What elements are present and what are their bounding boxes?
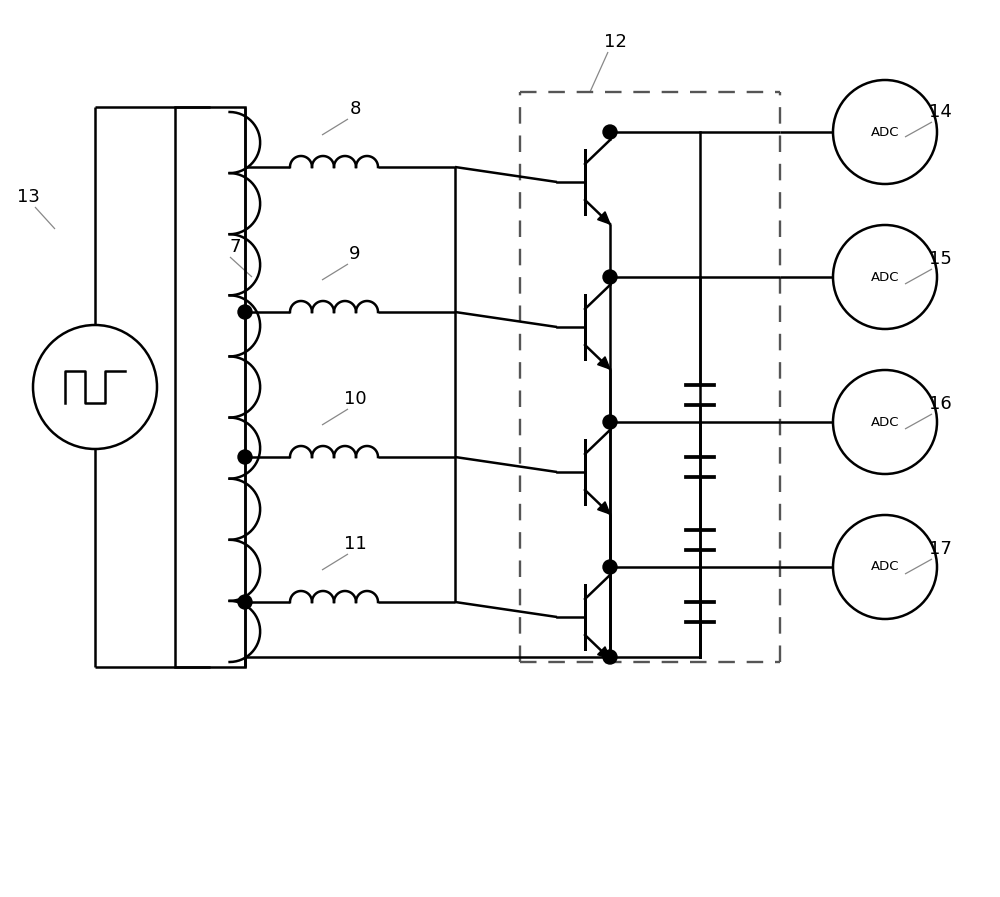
Polygon shape — [598, 647, 610, 659]
Circle shape — [238, 305, 252, 319]
Text: ADC: ADC — [871, 126, 899, 138]
Text: 7: 7 — [229, 238, 241, 256]
Polygon shape — [598, 501, 610, 514]
Circle shape — [603, 415, 617, 429]
Circle shape — [603, 270, 617, 284]
Text: 13: 13 — [17, 188, 39, 206]
Circle shape — [238, 450, 252, 464]
Circle shape — [238, 595, 252, 609]
Text: 12: 12 — [604, 33, 626, 51]
Polygon shape — [598, 357, 610, 369]
Text: 9: 9 — [349, 245, 361, 263]
Circle shape — [603, 125, 617, 139]
Bar — [175, 107, 245, 667]
Text: 10: 10 — [344, 390, 366, 408]
Text: 17: 17 — [929, 540, 951, 558]
Polygon shape — [598, 212, 610, 224]
Text: ADC: ADC — [871, 415, 899, 429]
Circle shape — [603, 650, 617, 664]
Text: 16: 16 — [929, 395, 951, 413]
Text: ADC: ADC — [871, 561, 899, 573]
Text: 15: 15 — [929, 250, 951, 268]
Text: 14: 14 — [929, 103, 951, 121]
Text: 11: 11 — [344, 535, 366, 553]
Text: ADC: ADC — [871, 271, 899, 283]
Text: 8: 8 — [349, 100, 361, 118]
Circle shape — [603, 560, 617, 574]
